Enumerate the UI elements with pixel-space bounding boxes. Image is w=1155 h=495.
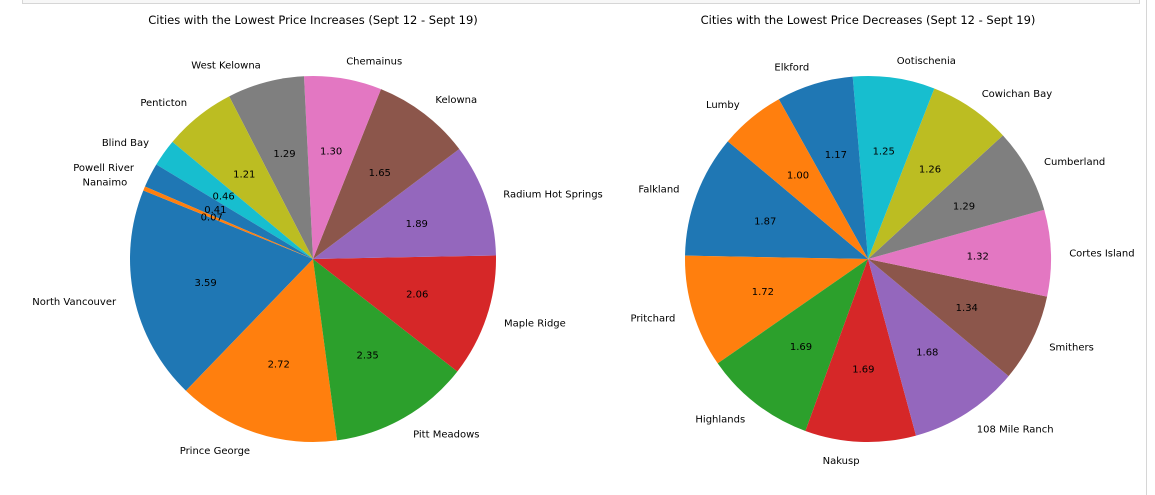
slice-value-powell-river: 0.41 (204, 205, 226, 216)
slice-label-nanaimo: Nanaimo (82, 177, 127, 188)
pie-slice-penticton (172, 96, 313, 259)
slice-value-falkland: 1.87 (754, 217, 776, 228)
figure-frame-top (22, 0, 1140, 4)
pie-slice-west-kelowna (229, 76, 313, 259)
slice-label-north-vancouver: North Vancouver (32, 297, 117, 308)
pie-slice-nakusp (805, 259, 917, 442)
pie-slice-pritchard (684, 255, 868, 364)
slice-value-penticton: 1.21 (233, 169, 255, 180)
slice-value-cumberland: 1.29 (953, 202, 975, 213)
slice-value-cowichan-bay: 1.26 (919, 164, 941, 175)
slice-label-cortes-island: Cortes Island (1069, 248, 1134, 259)
slice-label-cumberland: Cumberland (1044, 157, 1105, 168)
pie-slice-lumby (727, 99, 868, 259)
slice-label-falkland: Falkland (638, 184, 679, 195)
pie-slice-chemainus (303, 75, 381, 260)
slice-value-108-mile-ranch: 1.68 (916, 347, 938, 358)
slice-label-smithers: Smithers (1049, 343, 1094, 354)
slice-value-smithers: 1.34 (956, 303, 978, 314)
pie-slice-powell-river (144, 164, 313, 259)
pie-slice-ootischenia (852, 75, 935, 259)
slice-value-pritchard: 1.72 (752, 287, 774, 298)
pie-slice-cumberland (868, 135, 1045, 259)
pie-slice-radium-hot-springs (313, 149, 496, 259)
slice-label-highlands: Highlands (695, 415, 745, 426)
pie-slice-kelowna (313, 89, 460, 259)
slice-value-radium-hot-springs: 1.89 (406, 219, 428, 230)
slice-label-maple-ridge: Maple Ridge (504, 319, 566, 330)
chart-title: Cities with the Lowest Price Increases (… (148, 13, 478, 27)
pie-chart-increases: Cities with the Lowest Price Increases (… (32, 13, 602, 457)
slice-value-north-vancouver: 3.59 (194, 278, 216, 289)
slice-label-powell-river: Powell River (73, 163, 135, 174)
slice-label-lumby: Lumby (706, 100, 740, 111)
figure-frame-right (1146, 0, 1147, 495)
slice-label-elkford: Elkford (774, 63, 809, 74)
slice-label-radium-hot-springs: Radium Hot Springs (503, 189, 602, 200)
slice-label-kelowna: Kelowna (435, 95, 477, 106)
slice-label-ootischenia: Ootischenia (897, 56, 956, 67)
slice-label-cowichan-bay: Cowichan Bay (982, 89, 1053, 100)
slice-label-nakusp: Nakusp (823, 456, 860, 467)
pie-slice-north-vancouver (130, 190, 313, 391)
slice-value-cortes-island: 1.32 (967, 251, 989, 262)
chart-title: Cities with the Lowest Price Decreases (… (701, 13, 1036, 27)
slice-value-elkford: 1.17 (825, 150, 847, 161)
slice-value-nakusp: 1.69 (852, 365, 874, 376)
slice-label-pitt-meadows: Pitt Meadows (413, 430, 479, 441)
pie-slice-blind-bay (156, 141, 313, 259)
slice-value-prince-george: 2.72 (268, 359, 290, 370)
pie-slice-prince-george (185, 259, 338, 442)
slice-value-chemainus: 1.30 (320, 147, 342, 158)
slice-value-lumby: 1.00 (787, 170, 809, 181)
slice-value-highlands: 1.69 (790, 342, 812, 353)
slice-label-penticton: Penticton (140, 98, 187, 109)
slice-label-pritchard: Pritchard (630, 313, 675, 324)
pie-slice-cowichan-bay (868, 88, 1003, 259)
slice-label-prince-george: Prince George (180, 446, 250, 457)
slice-value-blind-bay: 0.46 (212, 191, 234, 202)
slice-value-maple-ridge: 2.06 (406, 290, 428, 301)
slice-label-blind-bay: Blind Bay (102, 138, 149, 149)
pie-slice-cortes-island (868, 209, 1051, 297)
pie-chart-decreases: Cities with the Lowest Price Decreases (… (630, 13, 1134, 467)
pie-slice-highlands (717, 259, 868, 431)
pie-slice-falkland (685, 141, 868, 259)
slice-value-nanaimo: 0.07 (201, 213, 223, 224)
pie-slice-pitt-meadows (313, 259, 458, 441)
pie-slice-nanaimo (143, 186, 313, 259)
slice-value-west-kelowna: 1.29 (273, 149, 295, 160)
pie-slice-108-mile-ranch (868, 259, 1009, 436)
slice-label-108-mile-ranch: 108 Mile Ranch (977, 424, 1054, 435)
slice-label-west-kelowna: West Kelowna (191, 61, 261, 72)
pie-slice-maple-ridge (313, 255, 497, 372)
slice-value-kelowna: 1.65 (369, 168, 391, 179)
pie-slice-smithers (868, 259, 1048, 377)
slice-value-ootischenia: 1.25 (873, 146, 895, 157)
slice-value-pitt-meadows: 2.35 (356, 350, 378, 361)
slice-label-chemainus: Chemainus (346, 57, 402, 68)
pie-slice-elkford (778, 76, 868, 259)
